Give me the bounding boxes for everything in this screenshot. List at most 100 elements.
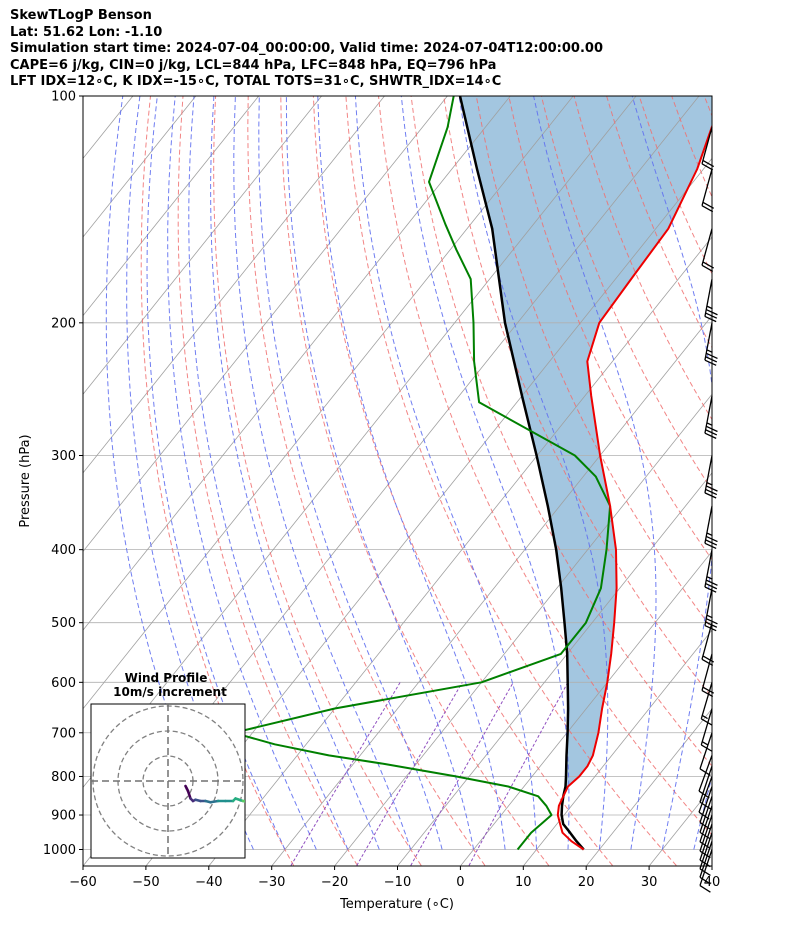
dry-adiabat <box>573 96 712 421</box>
moist-adiabat <box>458 96 609 850</box>
wind-barb-staff <box>699 814 713 852</box>
x-axis-label: Temperature (∘C) <box>339 897 454 912</box>
wind-barb-staff <box>699 732 713 770</box>
isotherm-line <box>83 96 511 631</box>
wind-barb-staff <box>701 168 713 206</box>
isotherm-line <box>83 96 260 317</box>
chart-title: SkewTLogP Benson <box>10 8 152 23</box>
dry-adiabat <box>540 96 712 491</box>
wind-barb-staff <box>698 776 713 813</box>
y-tick-label: 1000 <box>43 843 76 858</box>
wind-barb-staff <box>699 796 713 833</box>
y-tick-label: 800 <box>51 770 76 785</box>
dry-adiabat <box>378 96 712 836</box>
cape-area <box>460 96 712 796</box>
wind-barb-full <box>705 356 718 363</box>
wind-barb <box>699 786 713 830</box>
wind-barb-full <box>699 831 711 840</box>
wind-barb <box>700 708 713 752</box>
moist-adiabat <box>400 96 570 850</box>
dry-adiabat <box>443 96 712 699</box>
time-line: Simulation start time: 2024-07-04_00:00:… <box>10 41 603 56</box>
isotherm-line <box>83 96 385 474</box>
wind-barb-staff <box>699 823 713 861</box>
hodograph-subtitle: 10m/s increment <box>113 685 227 699</box>
dry-adiabat <box>140 96 295 866</box>
wind-barb-full <box>705 539 718 546</box>
wind-barb <box>704 588 718 632</box>
y-tick-label: 500 <box>51 616 76 631</box>
wind-barb-full <box>705 488 718 496</box>
y-axis-label: Pressure (hPa) <box>18 434 33 527</box>
wind-barb-full <box>699 822 711 830</box>
moist-adiabat <box>285 96 475 850</box>
location-line: Lat: 51.62 Lon: -1.10 <box>10 24 163 40</box>
wind-barb-full <box>704 492 717 499</box>
wind-barb-staff <box>699 805 713 843</box>
x-tick-label: −20 <box>321 875 348 890</box>
x-tick-label: 10 <box>515 875 532 890</box>
isotherm-line <box>83 96 322 395</box>
dry-adiabat <box>213 96 422 866</box>
y-tick-label: 700 <box>51 726 76 741</box>
wind-barb-full <box>700 718 713 726</box>
x-tick-label: 0 <box>456 875 464 890</box>
x-tick-label: −60 <box>69 875 96 890</box>
wind-barb <box>699 765 713 810</box>
moist-adiabat <box>188 96 349 850</box>
y-tick-label: 100 <box>51 90 76 105</box>
dry-adiabat <box>247 96 486 866</box>
isotherm-line <box>775 96 794 865</box>
dry-adiabat <box>770 96 794 866</box>
isotherm-line <box>460 550 712 866</box>
dry-adiabat <box>737 96 794 866</box>
wind-barb-staff <box>700 682 713 719</box>
dry-adiabat <box>410 96 712 767</box>
wind-barb-full <box>704 315 717 323</box>
wind-barb-full <box>705 621 718 628</box>
moist-adiabat <box>233 96 412 850</box>
isotherm-line <box>83 96 197 238</box>
wind-barb <box>699 814 713 859</box>
wind-barb-half <box>701 741 708 746</box>
wind-barb-staff <box>701 228 713 266</box>
x-tick-label: 30 <box>641 875 658 890</box>
hodograph-trace <box>271 811 276 814</box>
moist-adiabat <box>210 96 380 850</box>
x-tick-label: −30 <box>258 875 285 890</box>
hodograph-trace <box>241 799 245 803</box>
x-tick-label: −40 <box>195 875 222 890</box>
wind-barb <box>699 849 713 893</box>
dry-adiabat <box>280 96 550 866</box>
mixing-ratio-line <box>290 682 401 866</box>
y-tick-label: 200 <box>51 316 76 331</box>
wind-barb-staff <box>701 127 713 165</box>
parcel-line <box>458 96 585 851</box>
wind-barb <box>704 279 718 323</box>
moist-adiabat <box>533 96 657 850</box>
x-tick-label: −10 <box>384 875 411 890</box>
wind-barb <box>704 322 718 366</box>
x-tick-label: 20 <box>578 875 595 890</box>
dry-adiabat <box>345 96 677 866</box>
isotherm-line <box>334 393 712 866</box>
mixing-ratio-line <box>356 682 463 866</box>
mixing-ratio-line <box>468 682 569 866</box>
wind-barb <box>704 505 718 550</box>
y-tick-label: 600 <box>51 676 76 691</box>
moist-adiabat <box>317 96 506 850</box>
wind-barb-full <box>699 885 711 893</box>
wind-barb <box>699 732 713 777</box>
isotherm-line <box>271 314 712 866</box>
wind-barb-full <box>698 790 710 799</box>
isotherm-line <box>586 708 712 866</box>
isotherm-line <box>0 96 70 865</box>
wind-barb-full <box>700 744 713 752</box>
wind-barb <box>704 549 718 593</box>
wind-barb <box>700 682 713 726</box>
dry-adiabat <box>671 96 712 198</box>
wind-barb-full <box>701 205 714 213</box>
wind-barb-full <box>699 868 711 876</box>
wind-barb-full <box>701 264 714 272</box>
